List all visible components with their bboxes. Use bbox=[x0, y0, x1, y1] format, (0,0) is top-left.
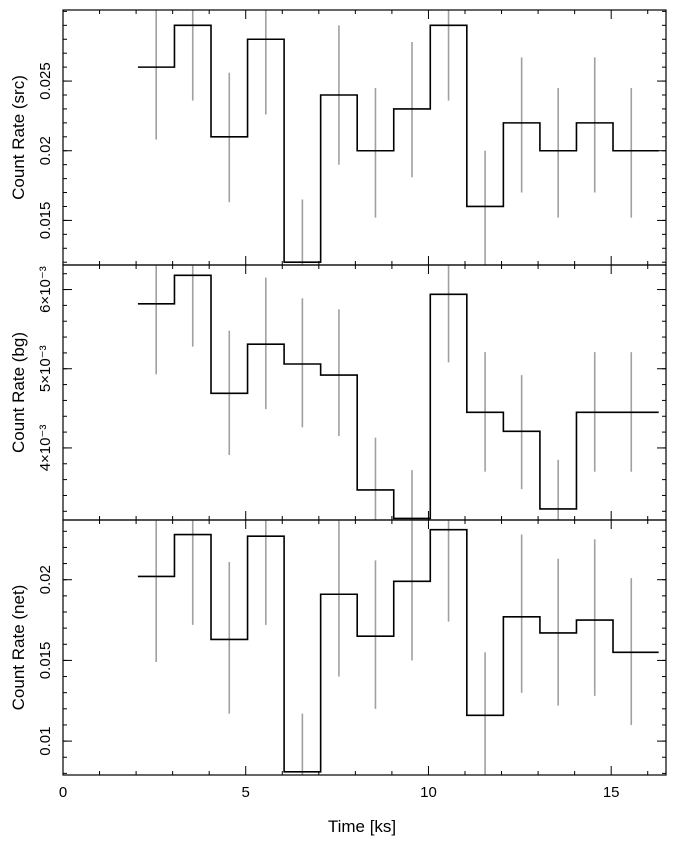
x-tick-label: 5 bbox=[242, 784, 250, 801]
step-series-line bbox=[137, 528, 659, 773]
y-tick-label: 0.015 bbox=[37, 202, 54, 240]
y-axis-title: Count Rate (src) bbox=[9, 75, 28, 200]
y-tick-label: 4×10⁻³ bbox=[37, 425, 54, 472]
series-group bbox=[137, 10, 659, 265]
panel-frame bbox=[62, 519, 667, 776]
panel-frame bbox=[62, 9, 667, 266]
step-series-line bbox=[137, 274, 659, 520]
x-axis-title: Time [ks] bbox=[328, 817, 396, 836]
x-tick-label: 0 bbox=[59, 784, 67, 801]
panels: 0.015 0.02 0.025 Count Rate (src) 4×10⁻³ 5×10… bbox=[9, 9, 667, 776]
y-tick-label: 0.025 bbox=[37, 62, 54, 100]
panel-3: 0.01 0.015 0.02 Count Rate (net) bbox=[9, 519, 667, 776]
step-series-line bbox=[137, 24, 659, 264]
y-tick-label: 6×10⁻³ bbox=[37, 266, 54, 313]
x-tick-label: 10 bbox=[420, 784, 437, 801]
y-tick-label: 0.015 bbox=[37, 642, 54, 680]
panel-2: 4×10⁻³ 5×10⁻³ 6×10⁻³ Count Rate (bg) bbox=[9, 264, 667, 521]
x-tick-label: 15 bbox=[603, 784, 620, 801]
y-axis-title: Count Rate (net) bbox=[9, 585, 28, 711]
series-group bbox=[137, 520, 659, 775]
y-tick-label: 5×10⁻³ bbox=[37, 345, 54, 392]
y-tick-label: 0.02 bbox=[37, 565, 54, 594]
panel-1: 0.015 0.02 0.025 Count Rate (src) bbox=[9, 9, 667, 266]
series-group bbox=[137, 265, 659, 520]
y-tick-label: 0.01 bbox=[37, 727, 54, 756]
x-axis: Time [ks] 0 5 10 15 bbox=[59, 784, 620, 836]
y-axis-title: Count Rate (bg) bbox=[9, 332, 28, 453]
y-tick-label: 0.02 bbox=[37, 136, 54, 165]
